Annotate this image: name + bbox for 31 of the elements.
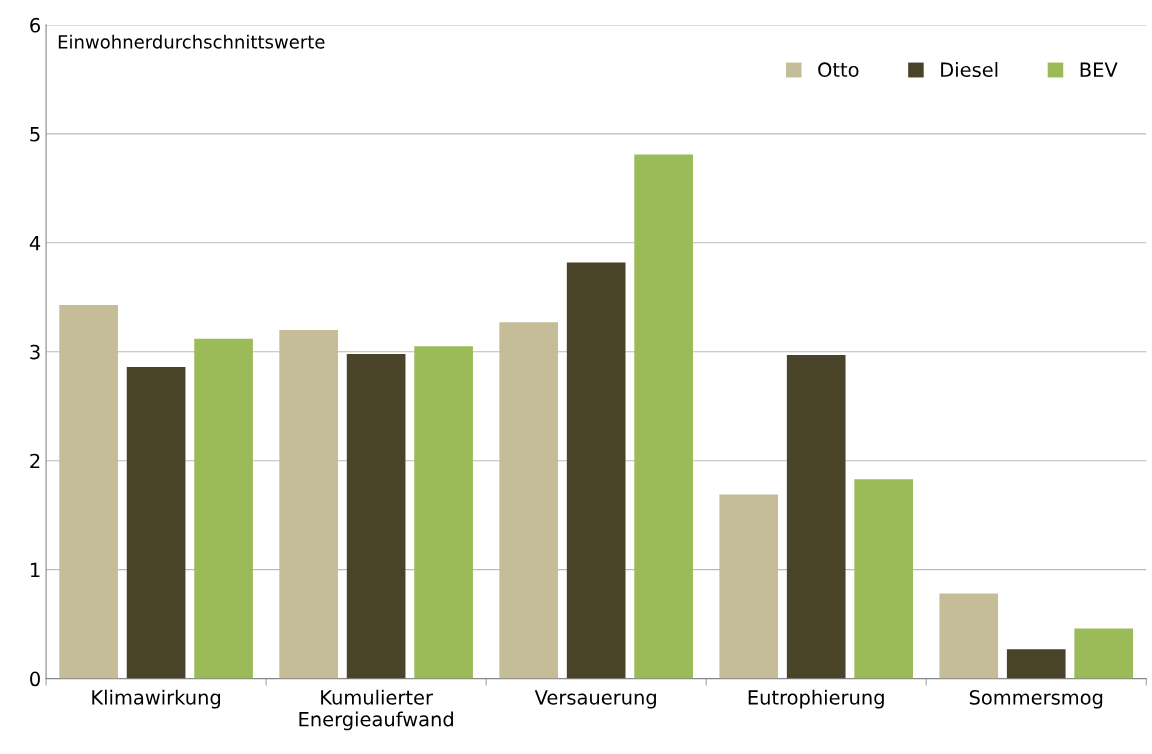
bar	[346, 353, 406, 679]
y-tick-label: 3	[30, 344, 40, 360]
annotation: Einwohnerdurchschnittswerte	[58, 34, 325, 49]
x-tick-label: Eutrophierung	[748, 689, 884, 709]
bar	[194, 338, 253, 679]
legend-label: Diesel	[941, 61, 998, 78]
bar	[634, 154, 693, 679]
y-tick-label: 6	[30, 17, 40, 33]
bar	[719, 494, 779, 679]
y-tick-label: 5	[30, 127, 40, 142]
bar	[126, 366, 186, 679]
bar	[854, 479, 914, 679]
legend-label: Otto	[818, 62, 859, 78]
x-tick-label: Klimawirkung	[92, 689, 221, 709]
bar	[939, 593, 999, 679]
x-tick-label: Kumulierter Energieaufwand	[299, 689, 453, 731]
x-tick-label: Sommersmog	[969, 690, 1103, 709]
bar	[1074, 628, 1134, 679]
bar	[566, 262, 626, 679]
bar	[499, 322, 559, 679]
bar	[414, 346, 473, 679]
y-tick-label: 2	[30, 453, 40, 469]
y-tick-label: 4	[29, 236, 41, 251]
legend-label: BEV	[1080, 62, 1118, 77]
x-tick-label: Versauerung	[534, 690, 656, 709]
y-tick-label: 0	[30, 671, 40, 687]
bar	[786, 355, 846, 679]
bar	[279, 329, 338, 679]
bar	[1006, 649, 1066, 679]
y-tick-label: 1	[30, 562, 40, 578]
bar	[59, 304, 118, 679]
